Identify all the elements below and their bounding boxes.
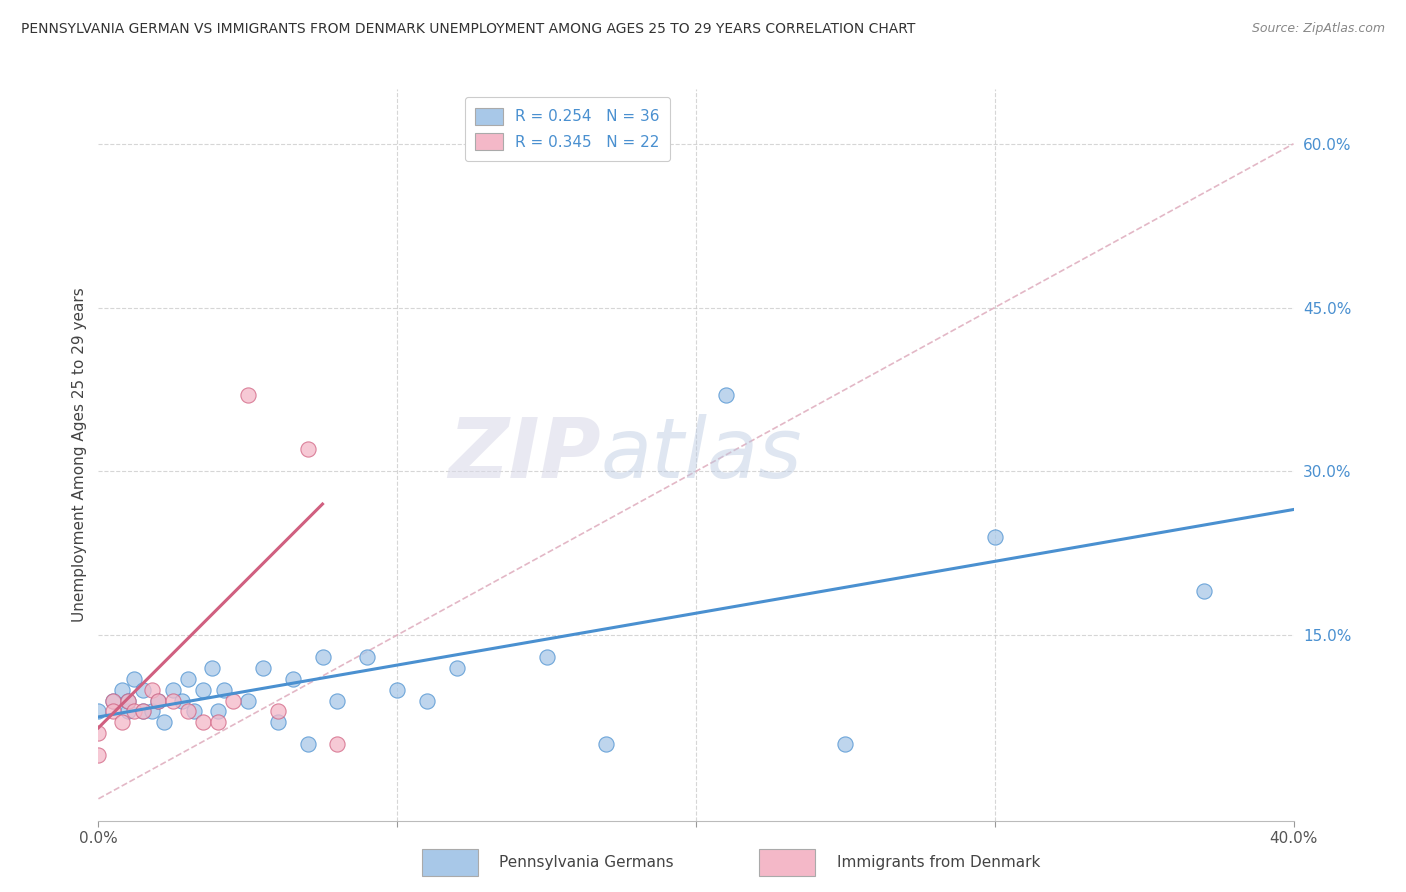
Legend: R = 0.254   N = 36, R = 0.345   N = 22: R = 0.254 N = 36, R = 0.345 N = 22: [464, 97, 671, 161]
Point: [446, 661, 468, 675]
Point: [267, 715, 290, 730]
Text: Source: ZipAtlas.com: Source: ZipAtlas.com: [1251, 22, 1385, 36]
Text: Pennsylvania Germans: Pennsylvania Germans: [499, 855, 673, 870]
Point: [132, 682, 155, 697]
Point: [236, 693, 259, 707]
Point: [153, 715, 176, 730]
Point: [141, 682, 163, 697]
Point: [132, 705, 155, 719]
FancyBboxPatch shape: [422, 849, 478, 876]
Point: [111, 682, 134, 697]
Point: [117, 705, 139, 719]
Point: [124, 672, 146, 686]
Text: ZIP: ZIP: [447, 415, 600, 495]
Point: [222, 693, 245, 707]
Text: PENNSYLVANIA GERMAN VS IMMIGRANTS FROM DENMARK UNEMPLOYMENT AMONG AGES 25 TO 29 : PENNSYLVANIA GERMAN VS IMMIGRANTS FROM D…: [21, 22, 915, 37]
Point: [536, 649, 558, 664]
Point: [177, 705, 200, 719]
Point: [714, 388, 737, 402]
Point: [162, 693, 184, 707]
Text: atlas: atlas: [600, 415, 801, 495]
Point: [172, 693, 194, 707]
Point: [201, 661, 224, 675]
Point: [117, 693, 139, 707]
Point: [191, 715, 214, 730]
Point: [191, 682, 214, 697]
Point: [252, 661, 274, 675]
Point: [103, 693, 125, 707]
Point: [177, 672, 200, 686]
Point: [103, 705, 125, 719]
Point: [385, 682, 409, 697]
Point: [326, 737, 349, 751]
Point: [984, 530, 1007, 544]
Point: [141, 705, 163, 719]
Point: [281, 672, 304, 686]
Point: [207, 715, 229, 730]
Point: [297, 737, 319, 751]
Point: [236, 388, 259, 402]
Point: [111, 715, 134, 730]
Point: [212, 682, 235, 697]
Point: [103, 693, 125, 707]
Text: Immigrants from Denmark: Immigrants from Denmark: [837, 855, 1040, 870]
Point: [416, 693, 439, 707]
Point: [132, 705, 155, 719]
Point: [124, 705, 146, 719]
Point: [117, 693, 139, 707]
FancyBboxPatch shape: [759, 849, 815, 876]
Y-axis label: Unemployment Among Ages 25 to 29 years: Unemployment Among Ages 25 to 29 years: [72, 287, 87, 623]
Point: [311, 649, 333, 664]
Point: [162, 682, 184, 697]
Point: [267, 705, 290, 719]
Point: [87, 726, 110, 740]
Point: [1192, 584, 1215, 599]
Point: [297, 442, 319, 457]
Point: [207, 705, 229, 719]
Point: [595, 737, 617, 751]
Point: [148, 693, 170, 707]
Point: [87, 705, 110, 719]
Point: [326, 693, 349, 707]
Point: [87, 748, 110, 763]
Point: [834, 737, 856, 751]
Point: [183, 705, 205, 719]
Point: [356, 649, 378, 664]
Point: [148, 693, 170, 707]
